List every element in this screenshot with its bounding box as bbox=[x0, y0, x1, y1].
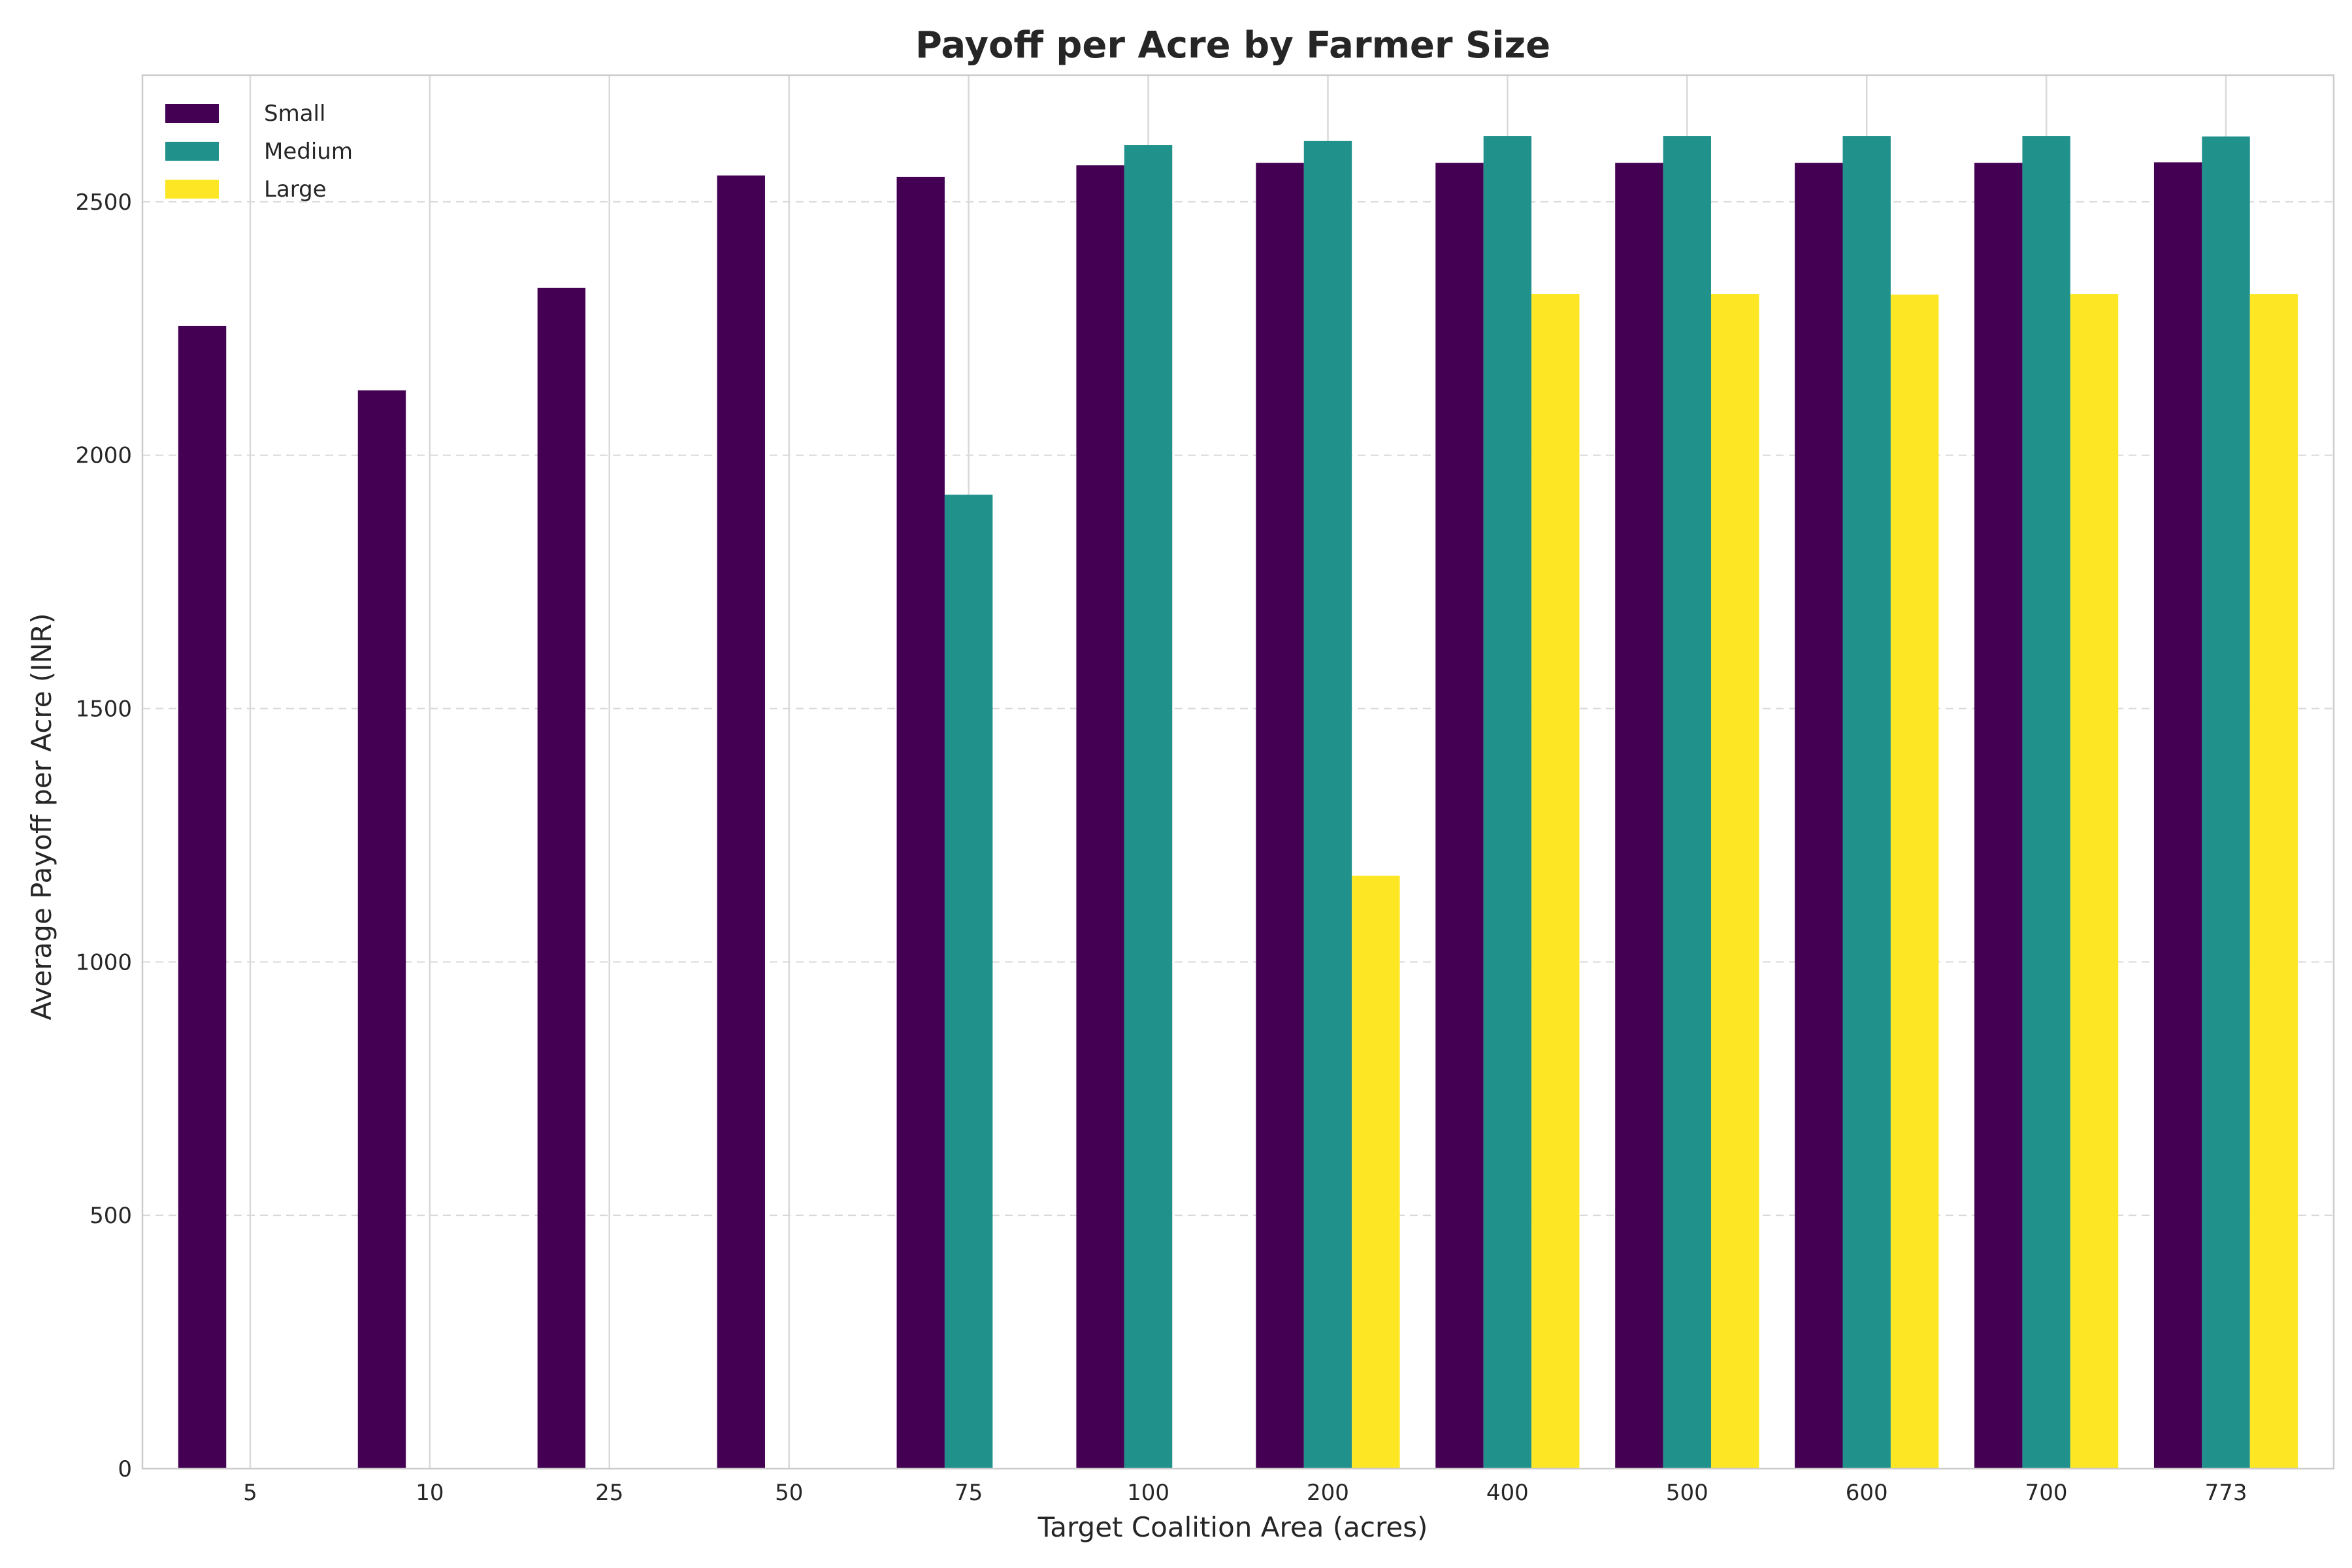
x-tick-label: 50 bbox=[775, 1480, 803, 1506]
bar-large-200 bbox=[1352, 875, 1400, 1469]
chart-title: Payoff per Acre by Farmer Size bbox=[915, 24, 1550, 67]
y-axis-label: Average Payoff per Acre (INR) bbox=[25, 613, 57, 1020]
y-tick-label: 1500 bbox=[75, 696, 132, 723]
x-axis-label: Target Coalition Area (acres) bbox=[1037, 1511, 1428, 1543]
y-tick-label: 0 bbox=[118, 1456, 132, 1482]
bar-large-500 bbox=[1710, 294, 1759, 1469]
bar-medium-75 bbox=[944, 495, 993, 1469]
x-tick-label: 75 bbox=[955, 1480, 983, 1506]
legend-swatch-small bbox=[165, 104, 219, 123]
bar-small-700 bbox=[1974, 163, 2023, 1469]
bars bbox=[178, 136, 2298, 1469]
bar-large-773 bbox=[2249, 294, 2298, 1469]
x-tick-labels: 5 10 25 50 75 100 200 400 500 600 700 773 bbox=[243, 1480, 2247, 1506]
legend-label-large: Large bbox=[264, 176, 327, 203]
y-tick-label: 1000 bbox=[75, 949, 132, 975]
y-tick-label: 500 bbox=[90, 1203, 132, 1229]
bar-small-25 bbox=[537, 287, 586, 1469]
bar-medium-700 bbox=[2022, 136, 2070, 1469]
bar-small-500 bbox=[1615, 163, 1663, 1469]
bar-small-5 bbox=[178, 325, 227, 1469]
bar-small-10 bbox=[357, 390, 406, 1469]
x-tick-label: 500 bbox=[1666, 1480, 1708, 1506]
bar-medium-100 bbox=[1124, 145, 1173, 1469]
x-tick-label: 773 bbox=[2205, 1480, 2247, 1506]
bar-medium-600 bbox=[1842, 136, 1891, 1469]
bar-large-400 bbox=[1531, 294, 1580, 1469]
bar-large-600 bbox=[1890, 294, 1939, 1469]
bar-small-100 bbox=[1076, 165, 1124, 1469]
x-tick-label: 600 bbox=[1846, 1480, 1888, 1506]
x-tick-label: 5 bbox=[243, 1480, 257, 1506]
x-tick-label: 25 bbox=[595, 1480, 623, 1506]
bar-small-400 bbox=[1435, 163, 1484, 1469]
legend-label-medium: Medium bbox=[264, 139, 353, 165]
bar-small-200 bbox=[1256, 163, 1304, 1469]
bar-large-700 bbox=[2070, 294, 2119, 1469]
x-tick-label: 200 bbox=[1307, 1480, 1349, 1506]
y-tick-labels: 0 500 1000 1500 2000 2500 bbox=[75, 189, 132, 1482]
y-tick-label: 2000 bbox=[75, 443, 132, 469]
legend-swatch-medium bbox=[165, 142, 219, 161]
bar-small-773 bbox=[2153, 162, 2202, 1469]
bar-small-600 bbox=[1795, 163, 1843, 1469]
bar-small-75 bbox=[896, 176, 945, 1469]
bar-medium-200 bbox=[1303, 140, 1352, 1469]
x-tick-label: 10 bbox=[416, 1480, 444, 1506]
plot-frame bbox=[141, 74, 2335, 1470]
legend: Small Medium Large bbox=[165, 101, 353, 203]
bar-small-50 bbox=[717, 175, 766, 1469]
legend-swatch-large bbox=[165, 180, 219, 199]
bar-medium-773 bbox=[2202, 136, 2250, 1469]
x-tick-label: 400 bbox=[1486, 1480, 1529, 1506]
legend-label-small: Small bbox=[264, 101, 325, 127]
y-tick-label: 2500 bbox=[75, 189, 132, 216]
x-tick-label: 700 bbox=[2025, 1480, 2068, 1506]
bar-medium-500 bbox=[1663, 136, 1711, 1469]
x-tick-label: 100 bbox=[1127, 1480, 1169, 1506]
bar-medium-400 bbox=[1483, 136, 1532, 1469]
